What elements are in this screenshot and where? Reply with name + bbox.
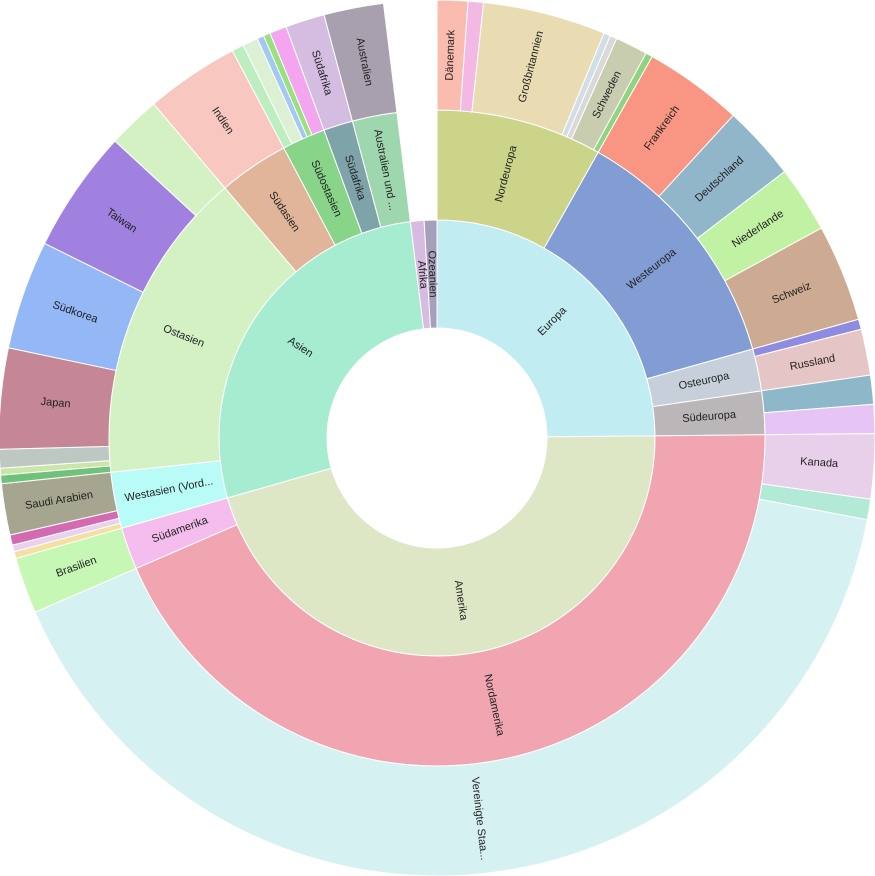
slice-vereinigte-staaten[interactable] — [34, 498, 868, 876]
sunburst-center — [327, 328, 547, 548]
label-afrika: Afrika — [415, 260, 430, 290]
label-daenemark: Dänemark — [444, 29, 458, 81]
slice-australien[interactable] — [323, 2, 398, 122]
label-japan: Japan — [40, 396, 71, 411]
label-ozeanien: Ozeanien — [426, 250, 439, 297]
label-amerika: Amerika — [452, 579, 470, 622]
label-suedeuropa: Südeuropa — [682, 409, 737, 425]
label-kanada: Kanada — [800, 456, 840, 471]
